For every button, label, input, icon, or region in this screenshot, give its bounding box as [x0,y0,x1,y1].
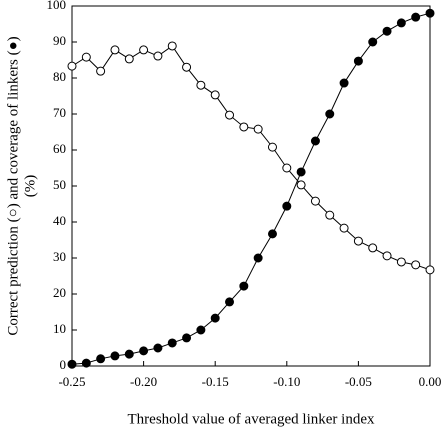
marker [267,142,277,152]
marker [425,265,435,275]
marker [210,90,220,100]
marker [368,243,378,253]
marker [139,45,149,55]
y-tick-label: 40 [53,213,66,228]
marker [182,62,192,72]
marker [267,229,277,239]
marker [425,8,435,18]
marker [182,333,192,343]
y-tick-label: 50 [53,177,66,192]
x-tick-label: -0.25 [58,374,85,389]
x-tick-label: -0.05 [345,374,372,389]
marker [67,61,77,71]
marker [353,56,363,66]
marker [239,122,249,132]
x-tick-label: -0.10 [273,374,300,389]
marker [339,223,349,233]
marker [296,180,306,190]
marker [253,124,263,134]
marker [282,163,292,173]
marker [325,210,335,220]
marker [339,78,349,88]
x-axis-label: Threshold value of averaged linker index [128,411,375,427]
series-line [71,12,431,365]
marker [196,325,206,335]
marker [67,359,77,369]
y-tick-label: 80 [53,69,66,84]
marker [382,26,392,36]
marker [325,109,335,119]
marker [411,260,421,270]
marker [124,349,134,359]
marker [282,201,292,211]
marker [396,18,406,28]
marker [153,51,163,61]
marker [124,54,134,64]
marker [210,313,220,323]
marker [96,354,106,364]
marker [253,253,263,263]
marker [382,251,392,261]
x-tick-label: -0.20 [130,374,157,389]
marker [139,346,149,356]
marker [81,52,91,62]
y-tick-label: 60 [53,141,66,156]
marker [196,80,206,90]
marker [225,297,235,307]
y-tick-label: 100 [47,0,67,12]
marker [110,351,120,361]
marker [310,136,320,146]
x-tick-label: -0.15 [202,374,229,389]
y-axis-label: Correct prediction (○) and coverage of l… [5,36,21,335]
marker [167,41,177,51]
marker [353,236,363,246]
marker [96,66,106,76]
y-tick-label: 30 [53,249,66,264]
marker [81,358,91,368]
y-axis-label: (%) [22,175,38,198]
marker [167,338,177,348]
y-tick-label: 90 [53,33,66,48]
marker [368,37,378,47]
x-tick-label: 0.00 [419,374,442,389]
y-tick-label: 0 [60,357,67,372]
marker [411,12,421,22]
series-line [71,45,431,271]
marker [225,110,235,120]
marker [110,45,120,55]
marker [310,196,320,206]
y-tick-label: 70 [53,105,66,120]
marker [239,281,249,291]
marker [396,257,406,267]
y-tick-label: 20 [53,285,66,300]
marker [296,167,306,177]
marker [153,343,163,353]
y-tick-label: 10 [53,321,66,336]
